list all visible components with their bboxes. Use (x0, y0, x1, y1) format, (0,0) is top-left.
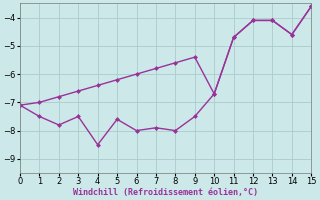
X-axis label: Windchill (Refroidissement éolien,°C): Windchill (Refroidissement éolien,°C) (73, 188, 258, 197)
